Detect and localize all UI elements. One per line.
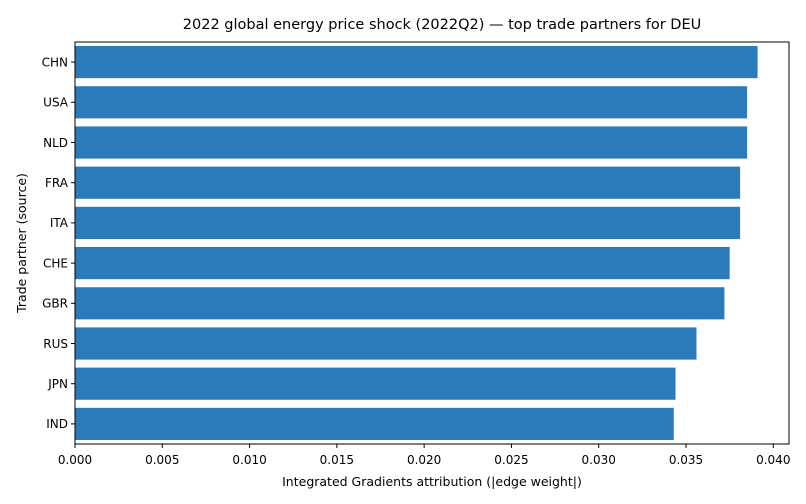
bar-jpn <box>75 367 676 400</box>
x-tick-label: 0.000 <box>58 453 92 467</box>
bar-chn <box>75 46 758 79</box>
bars-layer <box>75 46 758 440</box>
y-tick-label: IND <box>46 417 68 431</box>
y-tick-label: CHE <box>43 256 68 270</box>
y-tick-label: ITA <box>50 216 69 230</box>
y-tick-label: JPN <box>47 377 68 391</box>
y-tick-label: FRA <box>45 176 69 190</box>
x-tick-label: 0.025 <box>494 453 528 467</box>
axes-layer: CHN USA NLD FRA ITA CHE GBR RUS JPN IND 0.000 0.005… <box>42 41 790 467</box>
bar-ind <box>75 407 674 440</box>
y-tick-label: GBR <box>42 297 68 311</box>
bar-ita <box>75 206 741 239</box>
chart-title: 2022 global energy price shock (2022Q2) … <box>183 17 701 33</box>
bar-fra <box>75 166 741 199</box>
x-tick-label: 0.035 <box>669 453 703 467</box>
y-tick-label: USA <box>43 96 69 110</box>
bar-gbr <box>75 287 725 320</box>
bar-usa <box>75 86 748 119</box>
x-tick-label: 0.020 <box>407 453 441 467</box>
x-axis-title: Integrated Gradients attribution (|edge … <box>282 474 582 489</box>
bar-nld <box>75 126 748 159</box>
x-tick-label: 0.015 <box>320 453 354 467</box>
x-tick-label: 0.005 <box>145 453 179 467</box>
y-axis-title: Trade partner (source) <box>14 173 29 314</box>
bar-che <box>75 247 730 280</box>
x-tick-label: 0.010 <box>232 453 266 467</box>
x-tick-label: 0.040 <box>756 453 790 467</box>
y-tick-label: CHN <box>42 55 68 69</box>
plot-frame <box>74 41 790 445</box>
bar-rus <box>75 327 697 360</box>
x-tick-label: 0.030 <box>582 453 616 467</box>
y-tick-label: NLD <box>43 136 68 150</box>
y-tick-label: RUS <box>43 337 68 351</box>
